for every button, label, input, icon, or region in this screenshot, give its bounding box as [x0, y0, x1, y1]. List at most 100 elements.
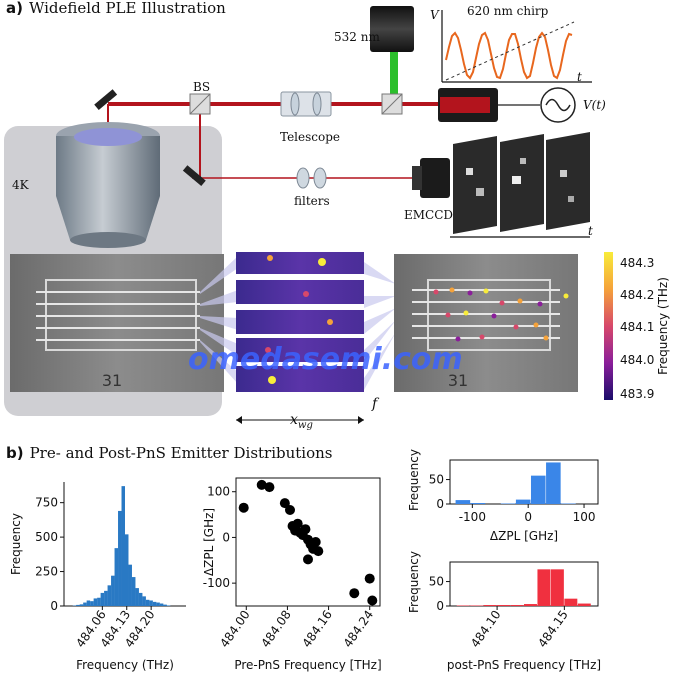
panel-a-letter: a)	[6, 0, 23, 17]
scatter-dzpl-xtick-label: 484.00	[217, 608, 253, 650]
scatter-dzpl-point	[287, 521, 298, 531]
scatter-dzpl-point	[285, 505, 295, 515]
hist-pre-bar	[90, 601, 94, 606]
scatter-dzpl-ytick-label: -100	[203, 576, 230, 590]
cbar-tick: 484.3	[620, 256, 654, 270]
mirror-top	[94, 89, 118, 111]
hist-dzpl-xtick-label: 0	[524, 510, 532, 524]
filter-2	[313, 167, 327, 189]
scatter-dzpl-point	[303, 554, 313, 565]
hist-pre-bar	[114, 548, 119, 606]
hist-pre-bar	[152, 601, 157, 606]
hist-dzpl-xtick-label: -100	[459, 510, 486, 524]
hist-pre-bar	[166, 605, 171, 606]
hist-pre-bar	[76, 604, 80, 606]
colorbar	[604, 252, 613, 400]
hist-post-bar	[564, 598, 578, 606]
label-v: V	[430, 8, 439, 22]
frame-stack	[453, 132, 590, 234]
hist-post-ylabel: Frequency	[407, 551, 421, 613]
cbar-tick: 484.2	[620, 288, 654, 302]
hist-post-ytick-label: 50	[429, 575, 444, 589]
hist-pre-bar	[111, 575, 115, 606]
scatter-dzpl-point	[313, 546, 324, 557]
hist-post-bar	[497, 605, 511, 606]
hist-pre-bar	[131, 577, 136, 606]
scatter-dzpl-point	[297, 530, 308, 541]
cbar-tick: 484.0	[620, 353, 654, 367]
scatter-dzpl-point	[310, 537, 321, 547]
hist-pre-xtick-label: 484.13	[98, 608, 134, 650]
label-xwg: xwg	[290, 412, 313, 431]
hist-pre-xtick-label: 484.06	[73, 608, 109, 650]
hist-post-bar	[537, 569, 551, 606]
hist-pre-bar	[149, 600, 153, 606]
label-telescope: Telescope	[280, 130, 340, 144]
label-emccd: EMCCD	[404, 208, 454, 222]
hist-pre-bar	[125, 534, 129, 606]
hist-post-bar	[550, 569, 564, 606]
green-beam	[390, 50, 398, 100]
hist-dzpl-ylabel: Frequency	[407, 449, 421, 511]
hist-pre-bar	[86, 600, 91, 606]
hist-pre-bar	[145, 599, 150, 606]
scatter-dzpl-ytick-label: 100	[207, 485, 230, 499]
chip-right-mark: 31	[448, 371, 468, 390]
scatter-dzpl-point	[305, 539, 316, 550]
scatter-dzpl-point	[308, 543, 319, 554]
hist-pre-ytick-label: 500	[35, 530, 58, 544]
hist-pre-bar	[159, 603, 164, 606]
cbar-tick: 484.1	[620, 320, 654, 334]
hist-pre-bar	[128, 564, 132, 606]
label-filters: filters	[294, 194, 330, 208]
green-laser	[370, 6, 414, 52]
scatter-dzpl-point	[238, 502, 249, 513]
hist-post-ytick-label: 0	[436, 599, 444, 613]
hist-pre-bar	[163, 604, 167, 606]
hist-pre-bar	[135, 588, 139, 606]
panel-b-title: Pre- and Post-PnS Emitter Distributions	[29, 444, 333, 462]
filter-1	[296, 167, 310, 189]
scatter-dzpl-point	[295, 527, 306, 538]
scatter-dzpl-point	[300, 524, 311, 535]
hist-pre-bar	[107, 585, 112, 606]
hist-pre-ytick-label: 0	[50, 599, 58, 613]
scatter-dzpl-point	[349, 588, 360, 599]
hist-pre-bar	[138, 592, 143, 606]
scatter-dzpl-ytick-label: 0	[222, 530, 230, 544]
hist-dzpl-ytick-label: 50	[429, 473, 444, 487]
cbar-tick: 483.9	[620, 387, 654, 401]
hist-post-frame	[449, 561, 599, 607]
panel-b-letter: b)	[6, 444, 24, 462]
scatter-dzpl-point	[367, 595, 378, 606]
hist-pre-ylabel: Frequency	[9, 513, 23, 575]
hist-post-bar	[483, 605, 497, 606]
hist-pre-bar	[156, 602, 160, 606]
watermark: omedasemi.com	[188, 342, 463, 377]
hist-dzpl-bar	[470, 503, 486, 504]
scatter-dzpl-point	[279, 498, 290, 509]
emitter-dots	[433, 287, 569, 342]
scatter-dzpl-point	[303, 534, 313, 545]
label-532: 532 nm	[334, 30, 380, 44]
hist-post-xlabel: post-PnS Frequency [THz]	[447, 658, 601, 672]
hist-dzpl-xlabel: ΔZPL [GHz]	[490, 529, 558, 543]
panel-a-illustration: 31 31	[4, 6, 670, 424]
hist-post-bar	[524, 604, 537, 606]
scatter-dzpl-frame	[235, 477, 381, 607]
scatter-dzpl-point	[290, 525, 301, 536]
label-bs: BS	[193, 80, 211, 94]
hist-pre-bar	[83, 602, 87, 606]
hist-pre-bar	[121, 486, 125, 606]
colorbar-label: Frequency (THz)	[656, 277, 670, 375]
label-4k: 4K	[12, 178, 29, 192]
scatter-dzpl-xtick-label: 484.24	[341, 608, 377, 650]
hist-dzpl-ytick-label: 0	[436, 497, 444, 511]
hist-pre-ytick-label: 250	[35, 565, 58, 579]
panel-b-heading: b) Pre- and Post-PnS Emitter Distribution…	[6, 444, 333, 462]
hist-post-xtick-label: 484.10	[468, 608, 504, 650]
chip-left-mark: 31	[102, 371, 122, 390]
scatter-dzpl-xtick-label: 484.16	[299, 608, 335, 650]
label-f: f	[372, 396, 378, 412]
hist-pre-bar	[118, 510, 122, 606]
